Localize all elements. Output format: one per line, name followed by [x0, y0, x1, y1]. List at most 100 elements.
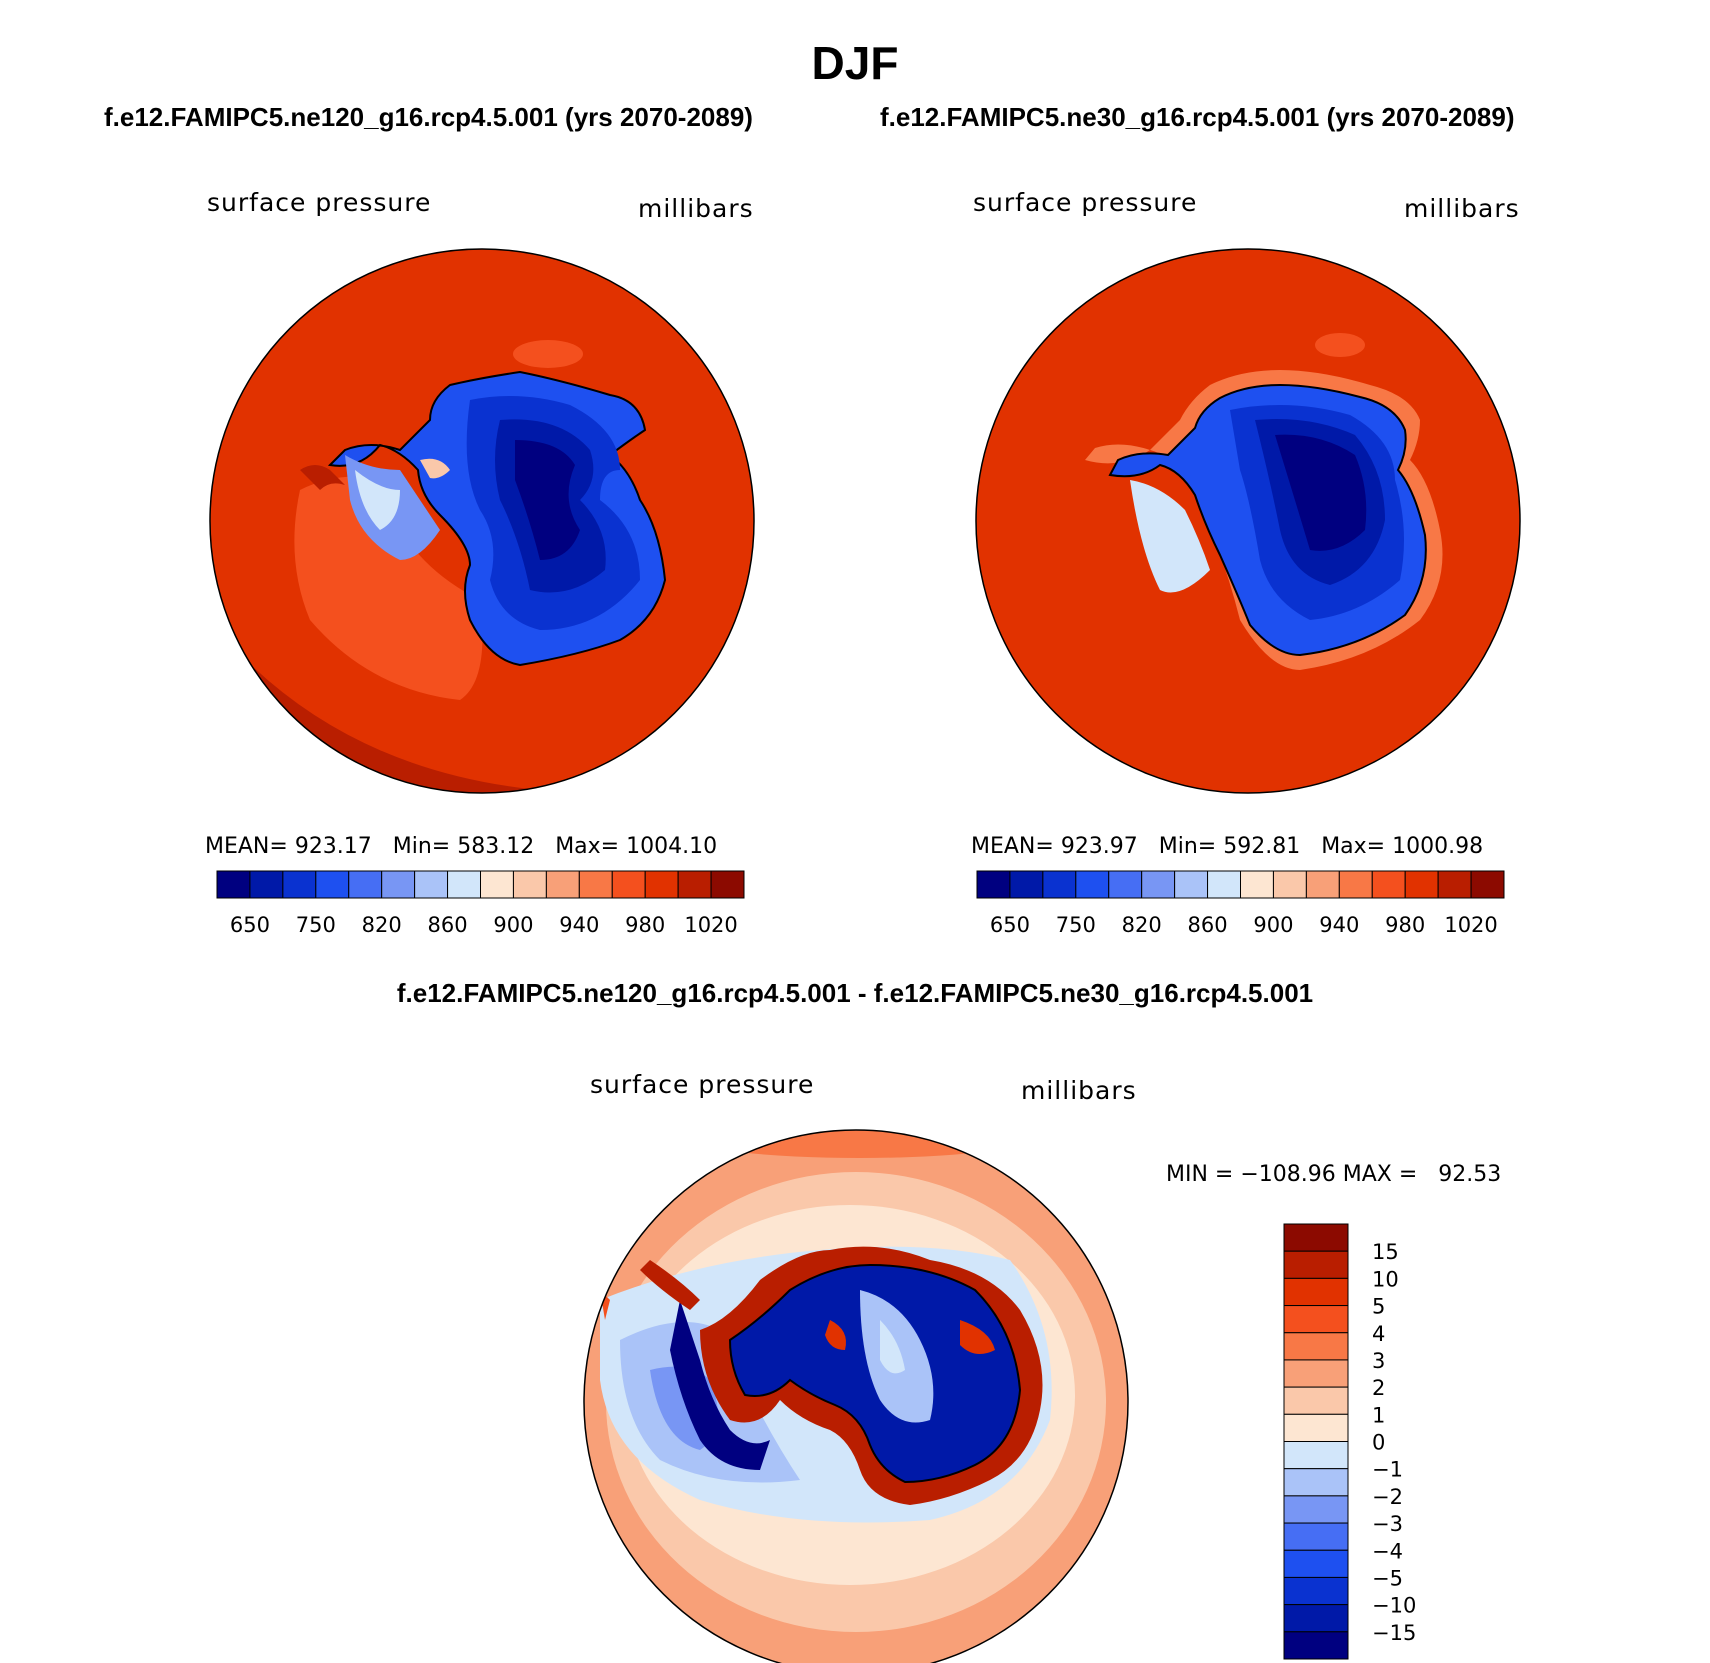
- figure-title: DJF: [811, 37, 899, 89]
- colorbar-box: [1075, 870, 1110, 899]
- stats-right: MEAN= 923.97 Min= 592.81 Max= 1000.98: [971, 834, 1484, 859]
- difference-title: f.e12.FAMIPC5.ne120_g16.rcp4.5.001 - f.e…: [396, 978, 1314, 1008]
- colorbar-tick-label: −1: [1372, 1458, 1403, 1482]
- colorbar-box: [1283, 1604, 1349, 1633]
- colorbar-left: 650 750 820 860 900 940 980 1020: [216, 870, 745, 937]
- stats-left: MEAN= 923.17 Min= 583.12 Max= 1004.10: [205, 834, 718, 859]
- colorbar-tick-label: −5: [1372, 1566, 1403, 1590]
- colorbar-tick-label: −10: [1372, 1594, 1416, 1618]
- colorbar-box: [1338, 870, 1373, 899]
- colorbar-box: [1283, 1277, 1349, 1307]
- colorbar-tick-label: 900: [1253, 913, 1293, 937]
- map-panel-left: [209, 248, 755, 794]
- colorbar-box: [1283, 1250, 1349, 1279]
- colorbar-box: [1283, 1576, 1349, 1606]
- colorbar-tick-label: 900: [493, 913, 533, 937]
- colorbar-box: [1174, 870, 1209, 899]
- colorbar-tick-label: 10: [1372, 1267, 1399, 1291]
- colorbar-box: [1283, 1631, 1349, 1660]
- colorbar-box: [1283, 1359, 1349, 1388]
- colorbar-tick-label: 980: [625, 913, 665, 937]
- colorbar-tick-label: −4: [1372, 1539, 1403, 1563]
- colorbar-box: [282, 870, 317, 899]
- colorbar-box: [677, 870, 712, 899]
- colorbar-box: [480, 870, 514, 899]
- colorbar-tick-label: 750: [296, 913, 336, 937]
- colorbar-box: [249, 870, 284, 899]
- colorbar-box: [710, 870, 745, 899]
- colorbar-right: 650 750 820 860 900 940 980 1020: [976, 870, 1505, 937]
- case-title-left: f.e12.FAMIPC5.ne120_g16.rcp4.5.001 (yrs …: [104, 102, 753, 132]
- map-boundary-difference: [583, 1129, 1129, 1663]
- colorbar-box: [512, 870, 547, 899]
- colorbar-box: [1283, 1549, 1349, 1578]
- stats-diff: MIN = −108.96 MAX = 92.53: [1166, 1162, 1502, 1187]
- variable-label-right: surface pressure: [973, 188, 1198, 217]
- colorbar-box: [976, 870, 1011, 899]
- case-title-right: f.e12.FAMIPC5.ne30_g16.rcp4.5.001 (yrs 2…: [880, 102, 1515, 132]
- colorbar-tick-label: −3: [1372, 1512, 1403, 1536]
- colorbar-tick-label: 5: [1372, 1295, 1385, 1319]
- colorbar-box: [1283, 1332, 1349, 1361]
- colorbar-box: [348, 870, 383, 899]
- units-label-diff: millibars: [1021, 1076, 1137, 1105]
- variable-label-left: surface pressure: [207, 188, 432, 217]
- colorbar-tick-label: 980: [1385, 913, 1425, 937]
- colorbar-box: [216, 870, 251, 899]
- map-boundary-left: [209, 248, 755, 794]
- colorbar-box: [1272, 870, 1307, 899]
- colorbar-box: [1283, 1386, 1349, 1415]
- colorbar-box: [1283, 1223, 1349, 1252]
- colorbar-box: [644, 870, 679, 899]
- colorbar-tick-label: 860: [1188, 913, 1228, 937]
- colorbar-tick-label: 750: [1056, 913, 1096, 937]
- colorbar-box: [1283, 1441, 1349, 1470]
- colorbar-tick-label: 820: [362, 913, 402, 937]
- map-panel-difference: [583, 1129, 1129, 1663]
- colorbar-box: [1108, 870, 1143, 899]
- colorbar-tick-label: −2: [1372, 1485, 1403, 1509]
- ross-sea-low: [294, 476, 483, 700]
- colorbar-tick-label: 0: [1372, 1431, 1385, 1455]
- colorbar-box: [1371, 870, 1406, 899]
- colorbar-tick-label: 1: [1372, 1403, 1385, 1427]
- colorbar-tick-label: 860: [428, 913, 468, 937]
- colorbar-tick-label: 650: [230, 913, 270, 937]
- colorbar-box: [1141, 870, 1176, 899]
- colorbar-box: [1283, 1522, 1349, 1551]
- colorbar-tick-label: 940: [1319, 913, 1359, 937]
- colorbar-tick-label: 1020: [1444, 913, 1497, 937]
- colorbar-box: [1283, 1413, 1349, 1442]
- colorbar-box: [545, 870, 580, 899]
- units-label-left: millibars: [638, 194, 754, 223]
- colorbar-box: [1283, 1468, 1349, 1497]
- colorbar-box: [381, 870, 416, 899]
- colorbar-tick-label: 2: [1372, 1376, 1385, 1400]
- colorbar-box: [1207, 870, 1241, 899]
- colorbar-tick-label: 4: [1372, 1322, 1385, 1346]
- colorbar-tick-label: 3: [1372, 1349, 1385, 1373]
- colorbar-box: [1470, 870, 1505, 899]
- colorbar-box: [447, 870, 481, 899]
- colorbar-box: [414, 870, 449, 899]
- units-label-right: millibars: [1404, 194, 1520, 223]
- colorbar-tick-label: 820: [1122, 913, 1162, 937]
- colorbar-tick-label: 1020: [684, 913, 737, 937]
- colorbar-box: [611, 870, 646, 899]
- colorbar-tick-label: 15: [1372, 1240, 1399, 1264]
- colorbar-box: [578, 870, 613, 899]
- colorbar-box: [1240, 870, 1274, 899]
- colorbar-box: [1305, 870, 1340, 899]
- colorbar-box: [1042, 870, 1077, 899]
- colorbar-box: [1404, 870, 1439, 899]
- colorbar-box: [1437, 870, 1472, 899]
- colorbar-tick-label: −15: [1372, 1621, 1416, 1645]
- colorbar-tick-label: 650: [990, 913, 1030, 937]
- map-panel-right: [975, 248, 1521, 794]
- variable-label-diff: surface pressure: [590, 1070, 815, 1099]
- colorbar-box: [315, 870, 350, 899]
- colorbar-box: [1283, 1305, 1349, 1334]
- colorbar-tick-label: 940: [559, 913, 599, 937]
